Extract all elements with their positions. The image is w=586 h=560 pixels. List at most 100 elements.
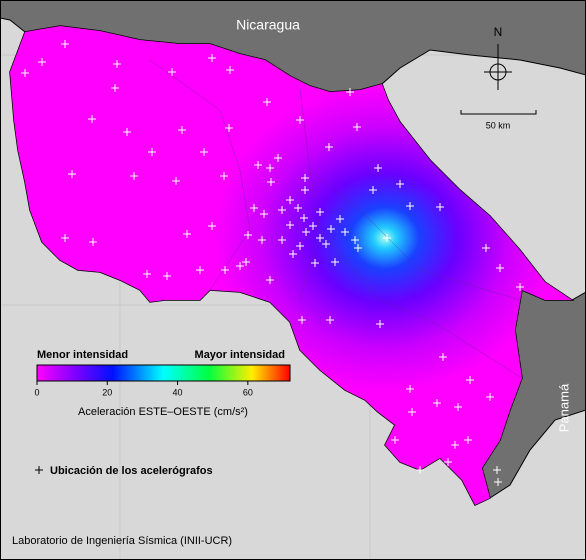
station: [286, 196, 294, 204]
legend-label: Ubicación de los acelerógrafos: [50, 465, 213, 477]
station: [130, 172, 138, 180]
station: [302, 228, 310, 236]
station: [406, 385, 414, 393]
station: [236, 262, 244, 270]
station: [439, 353, 447, 361]
station: [383, 234, 391, 242]
station: [123, 128, 131, 136]
station: [221, 266, 229, 274]
station: [168, 68, 176, 76]
station: [267, 178, 275, 186]
station: [61, 234, 69, 242]
scale-bar: 50 km: [460, 110, 537, 130]
station: [148, 148, 156, 156]
colorbar-ramp: [36, 364, 291, 382]
station: [208, 222, 216, 230]
station: [301, 186, 309, 194]
station: [278, 206, 286, 214]
station: [516, 283, 524, 291]
station: [172, 177, 180, 185]
station: [258, 236, 266, 244]
station: [316, 208, 324, 216]
station: [300, 214, 308, 222]
legend-symbol: [35, 466, 43, 474]
station: [341, 228, 349, 236]
station: [111, 84, 119, 92]
station: [396, 180, 404, 188]
station: [286, 221, 294, 229]
station: [322, 240, 330, 248]
station: [163, 272, 171, 280]
station: [369, 186, 377, 194]
station: [68, 170, 76, 178]
station: [351, 236, 359, 244]
station: [226, 66, 234, 74]
station: [451, 441, 459, 449]
colorbar: Menor intensidad Mayor intensidad Aceler…: [34, 349, 291, 418]
station: [494, 478, 502, 486]
station: [374, 164, 382, 172]
station: [61, 40, 69, 48]
station: [408, 408, 416, 416]
colorbar-low-label: Menor intensidad: [37, 349, 128, 361]
scale-bar-label: 50 km: [486, 120, 511, 130]
station: [296, 242, 304, 250]
station: [454, 403, 462, 411]
station: [38, 58, 46, 66]
station: [309, 222, 317, 230]
panama-label: Panamá: [556, 383, 571, 432]
station: [444, 458, 452, 466]
province-borders: [149, 59, 523, 379]
station: [89, 238, 97, 246]
station: [278, 236, 286, 244]
station: [263, 98, 271, 106]
station: [266, 276, 274, 284]
station: [406, 202, 414, 210]
station: [327, 225, 335, 233]
stations: [21, 40, 524, 486]
station: [301, 174, 309, 182]
station: [466, 376, 474, 384]
legend: Ubicación de los acelerógrafos: [35, 465, 213, 477]
station: [266, 164, 274, 172]
station: [298, 316, 306, 324]
station: [482, 244, 490, 252]
station: [376, 320, 384, 328]
station: [88, 115, 96, 123]
colorbar-tick-label: 40: [173, 387, 183, 397]
station: [416, 466, 424, 474]
station: [346, 88, 354, 96]
station: [113, 60, 121, 68]
station: [336, 215, 344, 223]
station: [325, 143, 333, 151]
station: [436, 203, 444, 211]
station: [143, 270, 151, 278]
colorbar-tick-label: 0: [34, 387, 39, 397]
station: [294, 204, 302, 212]
station: [391, 436, 399, 444]
credit: Laboratorio de Ingeniería Sísmica (INII-…: [12, 535, 232, 547]
station: [254, 161, 262, 169]
station: [493, 466, 501, 474]
station: [225, 124, 233, 132]
station: [296, 116, 304, 124]
station: [496, 264, 504, 272]
station: [486, 393, 494, 401]
station: [183, 230, 191, 238]
compass-label: N: [494, 25, 503, 39]
colorbar-tick-label: 20: [102, 387, 112, 397]
station: [260, 210, 268, 218]
station: [331, 258, 339, 266]
station: [242, 258, 250, 266]
station: [311, 259, 319, 267]
station: [196, 266, 204, 274]
station: [316, 234, 324, 242]
station: [433, 399, 441, 407]
station: [354, 244, 362, 252]
station: [289, 250, 297, 258]
station: [353, 123, 361, 131]
colorbar-high-label: Mayor intensidad: [195, 349, 285, 361]
station: [178, 126, 186, 134]
station: [274, 154, 282, 162]
station: [220, 172, 228, 180]
